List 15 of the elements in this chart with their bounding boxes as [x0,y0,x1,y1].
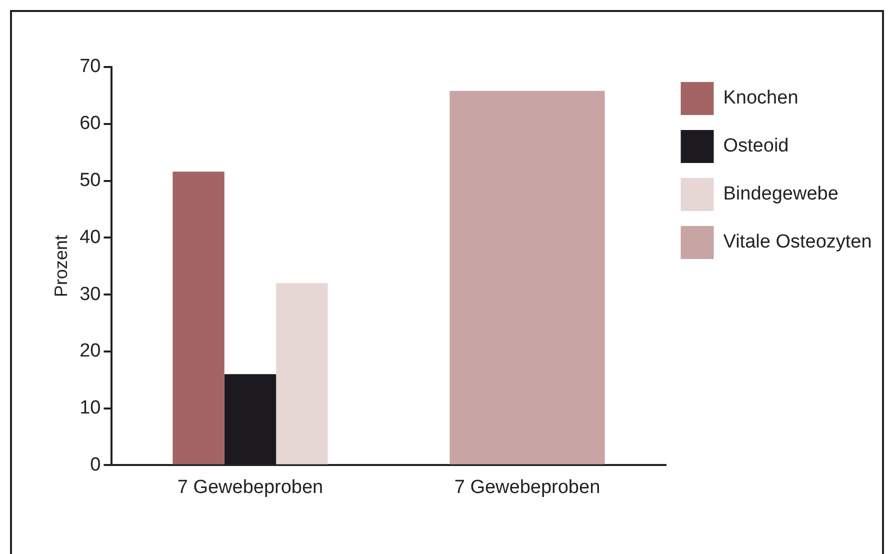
y-tick-label: 50 [80,170,101,192]
legend-label: Knochen [723,88,798,109]
y-tick-label: 70 [80,56,101,78]
y-tick-label: 40 [80,226,101,248]
y-tick-label: 10 [80,398,101,419]
legend-label: Osteoid [723,136,789,157]
legend-label: Vitale Osteozyten [723,232,872,253]
y-tick-label: 0 [90,454,101,476]
legend-label: Bindegewebe [723,184,838,205]
y-tick-label: 20 [80,340,101,362]
y-axis-title: Prozent [50,235,71,298]
x-tick-label: 7 Gewebeproben [454,476,600,498]
y-tick-label: 30 [80,284,101,305]
x-tick-label: 7 Gewebeproben [177,476,324,498]
y-tick-label: 60 [80,113,101,134]
